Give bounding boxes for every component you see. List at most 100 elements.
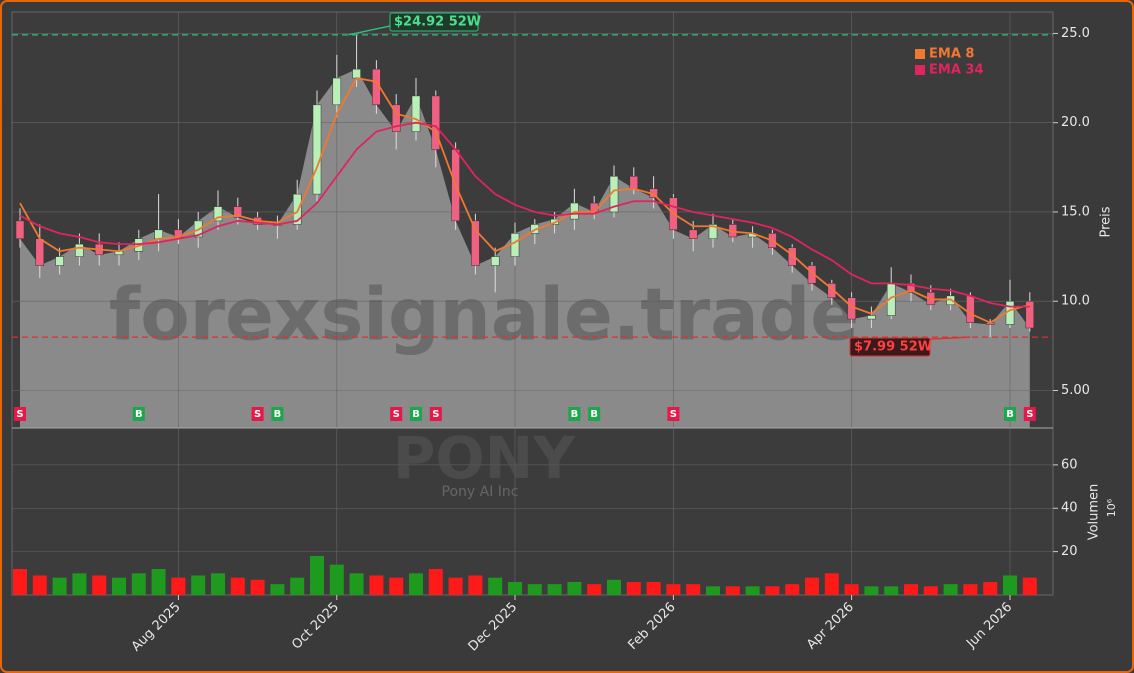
signal-marker (1023, 407, 1036, 421)
candle-body (154, 229, 163, 239)
volume-bar (349, 573, 364, 595)
volume-bar (329, 564, 344, 595)
candle-body (1025, 300, 1035, 329)
volume-bar (963, 584, 978, 595)
candle-body (15, 220, 25, 239)
y-tick-label: 5.00 (1061, 383, 1090, 398)
signal-marker (132, 407, 145, 421)
signal-label: B (412, 409, 420, 420)
legend-label: EMA 8 (929, 47, 974, 62)
volume-bar (389, 577, 404, 595)
signal-label: B (571, 409, 579, 420)
y-tick-label: 15.0 (1061, 204, 1090, 219)
volume-bar (310, 555, 324, 595)
signal-label: B (590, 409, 598, 420)
volume-bar (745, 586, 760, 595)
chart-subtitle: Pony AI Inc (442, 484, 519, 500)
candle-body (906, 283, 916, 293)
candle-body (510, 233, 520, 257)
candle-body (629, 176, 639, 190)
candle-body (966, 295, 975, 323)
signal-marker (271, 407, 284, 421)
candle-body (352, 68, 361, 79)
volume-bar (151, 568, 166, 595)
volume-bar (131, 573, 146, 595)
signal-label: S (432, 409, 439, 420)
volume-tick-label: 20 (1061, 544, 1078, 559)
volume-bar (805, 577, 819, 595)
candle-body (827, 283, 837, 298)
volume-bar (626, 581, 641, 595)
volume-bar (844, 584, 859, 595)
legend-label: EMA 34 (929, 63, 984, 78)
volume-bar (646, 581, 661, 595)
signal-label: S (393, 409, 400, 420)
volume-tick-label: 40 (1061, 501, 1078, 516)
signal-label: B (135, 409, 143, 420)
volume-bar (32, 575, 47, 595)
volume-bar (52, 577, 67, 595)
volume-bar (468, 575, 483, 595)
signal-marker (390, 407, 403, 421)
signal-marker (429, 407, 442, 421)
candle-body (431, 95, 441, 150)
volume-bar (290, 577, 305, 595)
volume-bar (547, 584, 562, 595)
candle-body (55, 256, 64, 266)
signal-marker (1004, 407, 1016, 421)
legend-swatch (915, 65, 925, 75)
signal-marker (14, 407, 26, 421)
signal-label: S (254, 409, 261, 420)
candle-body (213, 206, 223, 222)
candle-body (688, 229, 698, 239)
y-tick-label: 20.0 (1061, 115, 1090, 130)
volume-bar (250, 579, 265, 595)
volume-bar (448, 577, 463, 595)
candle-body (292, 193, 302, 225)
annotation-box (849, 337, 931, 357)
volume-bar (765, 586, 780, 595)
volume-bar (428, 568, 443, 595)
volume-bar (92, 575, 107, 595)
volume-bar (884, 586, 899, 595)
candle-body (490, 256, 500, 266)
volume-bar (567, 581, 582, 595)
y-tick-label: 25.0 (1061, 26, 1090, 41)
candle-body (787, 247, 797, 266)
volume-bar (983, 581, 998, 595)
signal-marker (251, 407, 264, 421)
candle-body (589, 202, 599, 213)
annotation-label: $24.92 52W (394, 15, 481, 30)
volume-bar (943, 584, 958, 595)
ema-line (19, 121, 1030, 308)
watermark: forexsignale.trade (109, 273, 859, 357)
ema-line (19, 77, 1031, 324)
candle-body (35, 238, 45, 266)
volume-bar (508, 581, 522, 595)
volume-bar (1022, 577, 1037, 595)
chart-title: PONY (393, 424, 576, 492)
signal-label: B (1006, 409, 1014, 420)
annotation-arrow (348, 25, 391, 36)
candle-body (807, 265, 817, 284)
volume-bar (409, 573, 423, 595)
candle-body (411, 95, 421, 132)
signal-label: S (1026, 409, 1033, 420)
volume-bar (211, 573, 225, 595)
signal-marker (588, 407, 601, 421)
candle-body (233, 206, 243, 218)
volume-bar (369, 575, 384, 595)
signal-label: S (670, 409, 677, 420)
annotation-box (389, 12, 479, 32)
volume-bar (706, 586, 720, 595)
signal-marker (410, 407, 422, 421)
candle-body (867, 315, 876, 320)
volume-bar (864, 586, 879, 595)
annotation-label: $7.99 52W (854, 340, 932, 355)
candle-body (471, 220, 480, 266)
volume-bar (607, 579, 621, 595)
signal-marker (568, 407, 581, 421)
volume-bar (904, 584, 918, 595)
candle-body (332, 77, 342, 106)
